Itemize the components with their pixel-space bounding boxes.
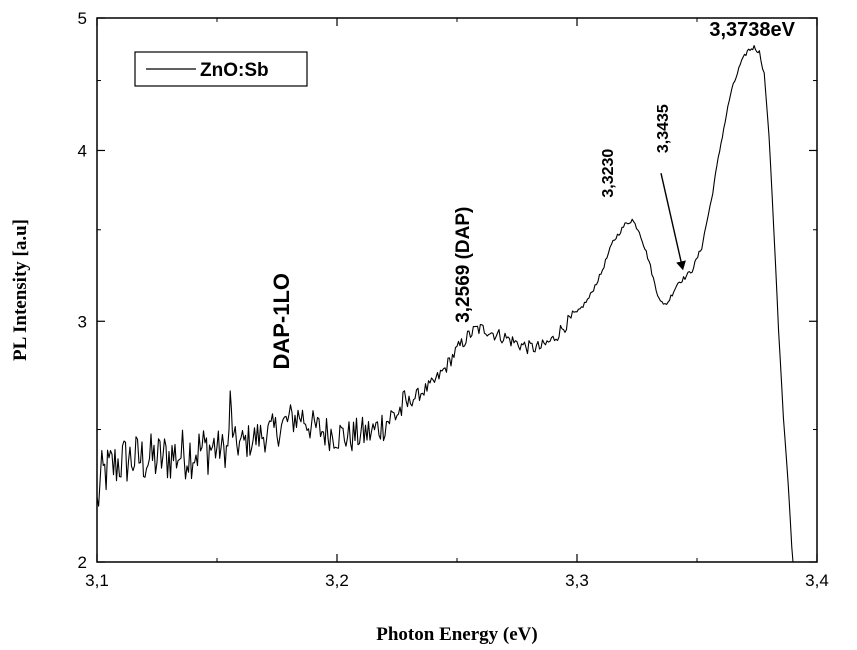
x-tick-label: 3,4	[805, 571, 829, 590]
y-tick-label: 2	[78, 553, 87, 572]
y-tick-label: 5	[78, 9, 87, 28]
series-line	[96, 45, 794, 563]
peak-annotation: 3,3738eV	[709, 19, 795, 41]
peak-annotation: 3,3435	[655, 104, 672, 153]
x-axis-title: Photon Energy (eV)	[376, 624, 537, 645]
y-tick-label: 3	[78, 312, 87, 331]
x-tick-label: 3,1	[85, 571, 109, 590]
data-series	[96, 45, 794, 563]
annotations: DAP-1LO 3,2569 (DAP) 3,3230 3,3435 3,3738eV	[269, 19, 796, 369]
legend-label: ZnO:Sb	[200, 60, 269, 81]
annotation-arrow	[660, 173, 686, 271]
peak-annotation: 3,3230	[600, 149, 617, 198]
x-tick-label: 3,2	[325, 571, 349, 590]
legend: ZnO:Sb	[134, 51, 308, 87]
peak-annotation: 3,2569 (DAP)	[453, 207, 474, 323]
axes: 3,1 3,2 3,3 3,4 2 3 4 5 Photon Energy (eV) PL Int…	[10, 9, 829, 645]
x-tick-label: 3,3	[565, 571, 589, 590]
y-axis-title: PL Intensity [a.u]	[10, 219, 31, 361]
y-tick-label: 4	[78, 141, 87, 160]
peak-annotation: DAP-1LO	[269, 273, 294, 370]
